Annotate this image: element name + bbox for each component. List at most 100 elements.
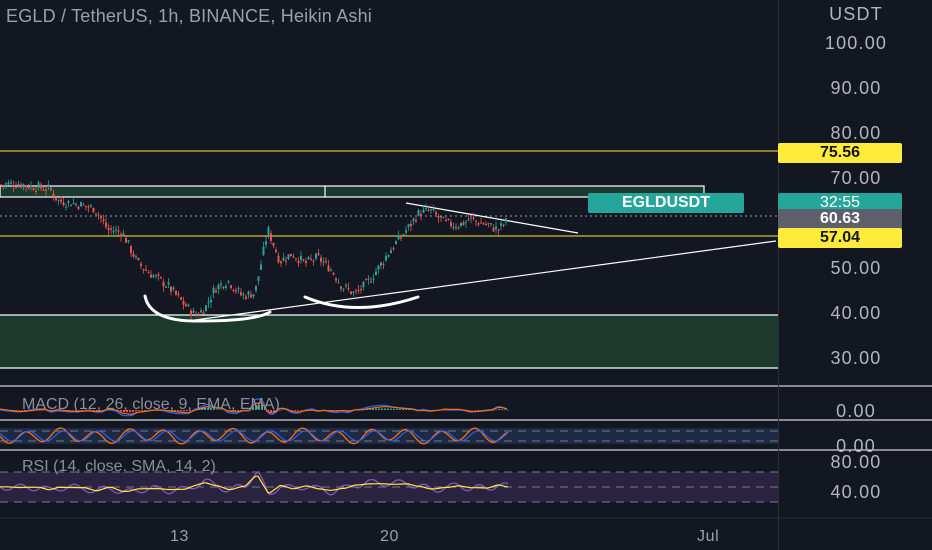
candle-body [292, 256, 295, 258]
rsi-line [0, 470, 509, 496]
macd-histogram-bar [204, 408, 206, 410]
candle-body [37, 182, 40, 188]
candle-body [70, 204, 72, 207]
candle-body [465, 221, 467, 223]
candle-body [192, 310, 195, 313]
candle-body [187, 304, 190, 306]
candle-body [97, 214, 100, 216]
demand-zone [0, 315, 778, 368]
candle-body [265, 241, 267, 245]
macd-histogram-bar [405, 408, 407, 410]
candle-body [62, 202, 65, 206]
candle-body [145, 269, 147, 271]
macd-histogram-bar [234, 410, 236, 412]
candle-body [245, 296, 247, 299]
macd-histogram-bar [495, 409, 497, 411]
candle-body [355, 290, 357, 292]
macd-histogram-bar [471, 410, 473, 411]
rounded-bottom-drawing[interactable] [143, 294, 272, 323]
macd-histogram-bar [396, 408, 398, 410]
macd-histogram-bar [183, 410, 185, 412]
candle-body [505, 218, 507, 222]
candle-body [90, 205, 92, 207]
candle-body [277, 255, 280, 263]
price-axis-label: 80.00 [830, 123, 882, 143]
candle-body [252, 294, 255, 297]
support-price-tag[interactable]: 57.04 [778, 228, 902, 248]
candle-body [262, 246, 265, 255]
candle-body [152, 275, 155, 278]
candle-body [440, 216, 442, 218]
candle-body [255, 285, 257, 291]
candle-body [197, 315, 200, 317]
time-axis-label: Jul [697, 528, 720, 545]
candle-body [315, 254, 317, 259]
macd-signal-line [0, 402, 508, 415]
candle-body [442, 217, 445, 219]
candle-body [435, 212, 437, 215]
candle-body [445, 219, 447, 221]
macd-label[interactable]: MACD (12, 26, close, 9, EMA, EMA) [22, 396, 280, 413]
macd-histogram-bar [255, 404, 257, 410]
candle-body [42, 189, 45, 191]
candle-body [430, 209, 432, 211]
candle-body [375, 271, 377, 275]
descending-trendline[interactable] [405, 202, 579, 234]
rsi-label[interactable]: RSI (14, close, SMA, 14, 2) [22, 458, 216, 475]
candle-body [215, 290, 217, 293]
candle-body [142, 269, 145, 271]
candle-body [330, 269, 332, 271]
price-axis-label: 30.00 [830, 348, 882, 368]
symbol-tag[interactable]: EGLDUSDT [588, 193, 744, 213]
candle-body [130, 246, 132, 253]
macd-histogram-bar [132, 410, 134, 413]
candle-body [20, 184, 22, 188]
macd-histogram-bar [141, 410, 143, 411]
candle-body [5, 183, 7, 185]
macd-histogram-bar [186, 410, 188, 412]
macd-histogram-bar [282, 409, 284, 410]
candle-body [490, 223, 492, 225]
candle-body [12, 185, 15, 187]
macd-histogram-bar [207, 407, 209, 410]
candle-body [397, 235, 400, 240]
oscillator-axis-label: 0.00 [836, 436, 876, 456]
candle-body [350, 291, 352, 295]
candle-body [100, 216, 102, 219]
macd-histogram-bar [267, 410, 269, 412]
candle-body [492, 227, 495, 232]
macd-histogram-bar [300, 410, 302, 411]
candle-body [32, 188, 35, 191]
rsi-pane[interactable] [0, 470, 509, 496]
candle-body [302, 259, 305, 261]
candle-body [317, 253, 320, 255]
candle-body [180, 297, 182, 300]
macd-histogram-bar [381, 408, 383, 410]
macd-histogram-bar [369, 408, 371, 410]
candle-body [240, 292, 242, 296]
candle-body [457, 227, 460, 229]
macd-pane[interactable] [0, 398, 509, 417]
candle-body [117, 230, 120, 232]
candle-body [165, 286, 167, 288]
candle-body [162, 281, 165, 287]
candle-body [342, 288, 345, 290]
candle-body [137, 257, 140, 260]
candle-body [455, 226, 457, 228]
price-axis-unit: USDT [829, 4, 883, 24]
resistance-price-tag[interactable]: 75.56 [778, 143, 902, 163]
ascending-trendline[interactable] [194, 240, 777, 321]
last-price-tag[interactable]: 60.63 [778, 209, 902, 229]
right-shoulder-drawing[interactable] [303, 295, 420, 309]
candle-body [432, 209, 435, 211]
candle-body [257, 276, 260, 281]
chart-title[interactable]: EGLD / TetherUS, 1h, BINANCE, Heikin Ash… [6, 6, 373, 26]
candle-body [387, 255, 390, 257]
candle-body [502, 224, 505, 226]
candle-body [155, 275, 157, 277]
candle-body [417, 210, 420, 216]
candle-body [115, 229, 117, 231]
oscillator-pane[interactable] [0, 427, 509, 445]
candle-body [177, 293, 180, 295]
